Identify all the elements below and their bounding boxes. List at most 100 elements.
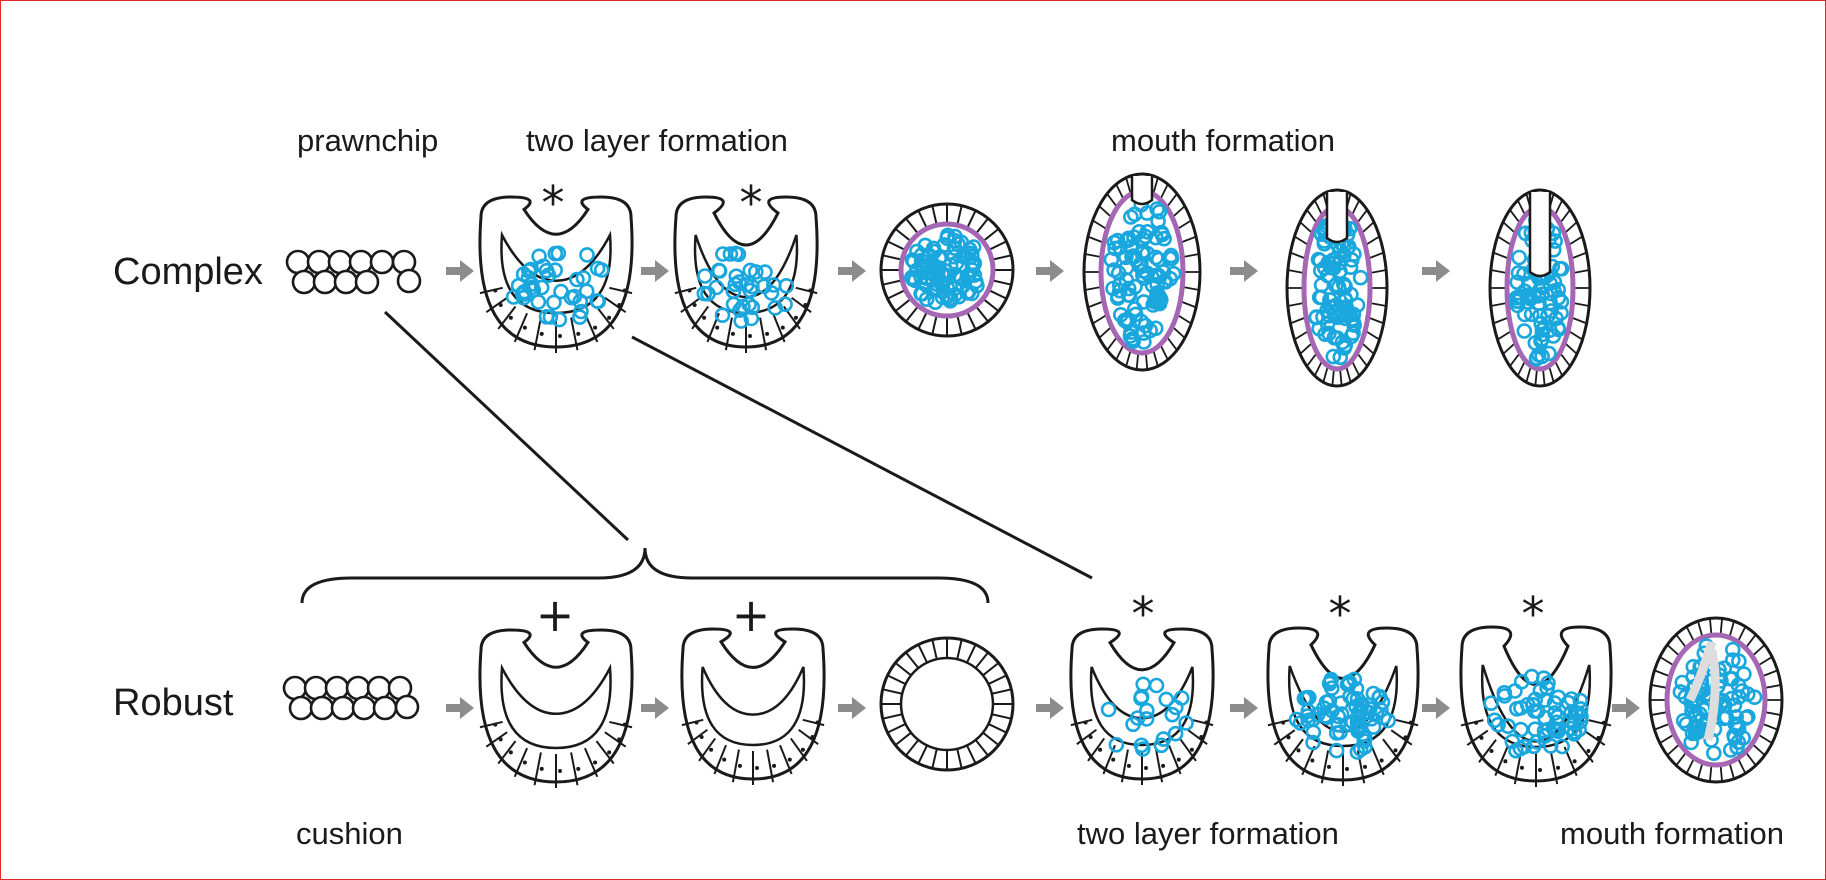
cell-wall xyxy=(1165,336,1178,351)
inner-cell xyxy=(1348,698,1364,715)
cell-wall xyxy=(1761,722,1778,731)
nucleus xyxy=(522,760,527,765)
inner-cell xyxy=(1326,255,1342,272)
blastomere xyxy=(372,695,398,721)
inner-cell xyxy=(1734,683,1750,699)
nucleus xyxy=(617,302,622,307)
nucleus xyxy=(1176,757,1181,762)
inner-cell xyxy=(1496,688,1513,704)
cell-wall xyxy=(1534,368,1538,386)
nucleus xyxy=(1144,766,1148,770)
cell-wall xyxy=(724,317,733,351)
inner-cell xyxy=(940,288,957,304)
inner-cell xyxy=(1106,262,1122,278)
cell-wall xyxy=(1098,325,1113,339)
nucleus xyxy=(815,720,820,725)
cell-wall xyxy=(1070,718,1093,727)
inner-cell xyxy=(928,262,944,279)
complex-cup-embryo-1 xyxy=(478,195,634,353)
cell-wall xyxy=(1548,365,1555,383)
complex-to-robust-two-layer-line xyxy=(631,335,1093,580)
nucleus xyxy=(1519,765,1524,770)
cell-wall xyxy=(1120,749,1129,783)
cell-wall xyxy=(766,749,775,783)
cell-wall xyxy=(1176,313,1192,325)
inner-cell xyxy=(1349,720,1365,737)
cell-wall xyxy=(966,210,977,229)
cell-wall xyxy=(731,749,740,783)
cell-wall xyxy=(1542,368,1546,386)
nucleus xyxy=(737,763,742,768)
inner-cell xyxy=(1122,287,1138,304)
cell-wall xyxy=(1719,764,1723,782)
inner-cell xyxy=(551,311,568,328)
inner-cell xyxy=(722,246,739,262)
inner-cell xyxy=(1521,288,1537,305)
inner-cell xyxy=(1716,710,1733,727)
cell-wall xyxy=(513,747,528,778)
blastomere xyxy=(369,249,395,275)
robust-blastula xyxy=(879,636,1015,772)
inner-cell xyxy=(547,262,564,279)
inner-cell xyxy=(1346,317,1362,333)
robust-cup-embryo-1 xyxy=(478,628,634,788)
cell-wall xyxy=(604,731,627,748)
blastomere xyxy=(396,268,422,294)
cell-wall xyxy=(956,314,963,335)
cell-wall xyxy=(570,752,579,786)
inner-cell xyxy=(1139,702,1155,719)
cell-wall xyxy=(1494,746,1509,777)
nucleus xyxy=(1204,720,1209,725)
complex-mouth-embryo-2 xyxy=(1285,188,1389,388)
inner-cell xyxy=(1490,716,1506,733)
nucleus xyxy=(1111,757,1116,762)
inner-cell xyxy=(1178,715,1194,731)
nucleus xyxy=(622,722,627,727)
cell-wall xyxy=(931,748,938,769)
inner-cell xyxy=(1334,307,1350,323)
nucleus xyxy=(1556,765,1561,770)
nucleus xyxy=(765,331,770,336)
inner-cell xyxy=(1723,690,1740,707)
cell-wall xyxy=(1306,209,1318,224)
cell-wall xyxy=(1178,737,1197,762)
inner-cell xyxy=(1553,260,1570,277)
nucleus xyxy=(539,766,544,771)
inner-cell xyxy=(1167,725,1184,742)
inner-cell xyxy=(1380,712,1396,729)
inner-cell xyxy=(1678,716,1695,732)
inner-cell xyxy=(1349,691,1366,707)
cell-wall xyxy=(1744,634,1757,649)
inner-cell xyxy=(1100,701,1117,718)
cell-wall xyxy=(1356,352,1368,367)
inner-cell xyxy=(1319,709,1335,726)
complex-cup-embryo-2 xyxy=(673,195,819,353)
nucleus xyxy=(1098,747,1103,752)
nucleus xyxy=(593,760,598,765)
nucleus xyxy=(1393,748,1398,753)
inner-cell xyxy=(1337,337,1354,354)
cell-wall xyxy=(789,737,808,762)
inner-cell xyxy=(1546,283,1562,299)
inner-cell xyxy=(522,261,539,278)
cell-wall xyxy=(1155,749,1164,783)
nucleus xyxy=(1503,759,1508,764)
cell-wall xyxy=(1737,626,1747,643)
cell-wall xyxy=(1106,336,1119,351)
cell-wall xyxy=(772,312,786,343)
inner-cell xyxy=(1548,310,1564,327)
stage-arrow xyxy=(446,260,474,282)
inner-cell xyxy=(1572,701,1589,717)
cell-wall xyxy=(974,305,989,323)
inner-cell xyxy=(1149,201,1165,217)
mouth-opening xyxy=(1528,192,1552,278)
stage-arrow xyxy=(1036,697,1064,719)
cell-wall xyxy=(1294,329,1310,341)
complex-mouth-embryo-1 xyxy=(1082,172,1202,372)
cell-wall xyxy=(1331,368,1335,386)
cell-wall xyxy=(1098,205,1113,219)
inner-cell xyxy=(1133,690,1149,707)
inner-cell xyxy=(1163,250,1180,267)
embryo-stages xyxy=(282,172,1784,788)
cell-wall xyxy=(1575,739,1594,763)
